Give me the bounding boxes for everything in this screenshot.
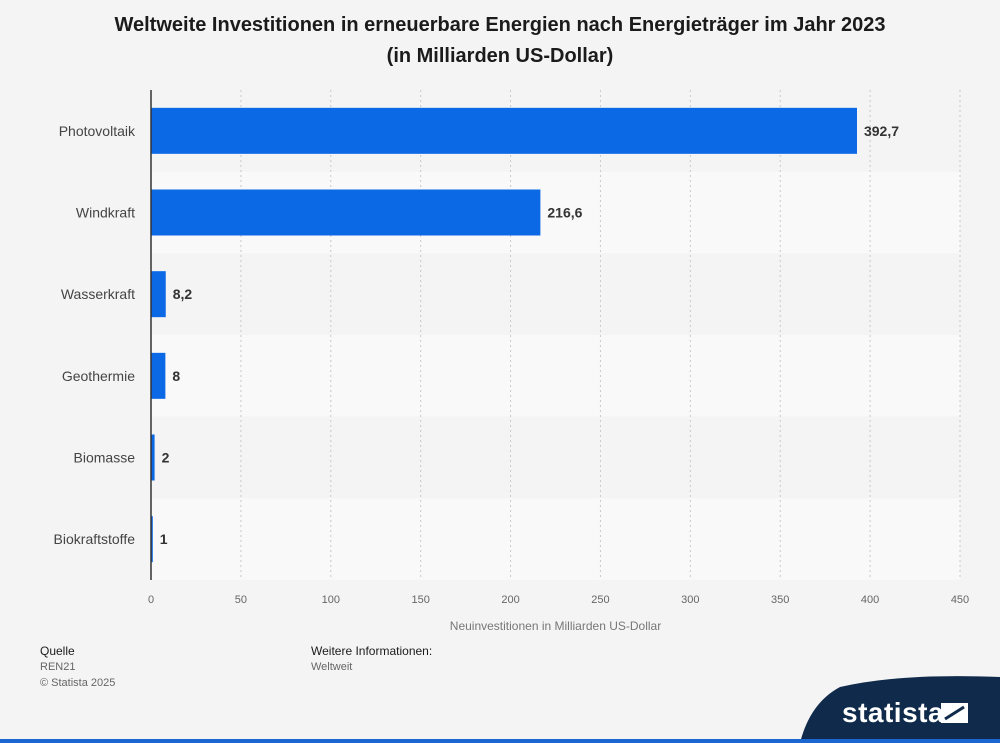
statista-brand-banner [800, 676, 1000, 743]
category-label: Windkraft [76, 205, 135, 221]
info-block: Weitere Informationen: Weltweit [311, 643, 432, 675]
bar [151, 271, 166, 318]
bar [151, 107, 857, 154]
row-band [151, 335, 960, 417]
x-tick-label: 0 [148, 594, 154, 606]
value-label: 2 [162, 450, 170, 466]
source-heading: Quelle [40, 644, 75, 658]
x-tick-label: 50 [235, 594, 247, 606]
source-text: REN21 [40, 661, 76, 673]
chart-subtitle: (in Milliarden US-Dollar) [386, 45, 614, 67]
bar [151, 434, 155, 481]
chart-title: Weltweite Investitionen in erneuerbare E… [0, 10, 1000, 72]
bar [151, 352, 166, 399]
x-tick-label: 400 [861, 594, 879, 606]
value-label: 1 [160, 531, 168, 547]
x-tick-label: 150 [411, 594, 429, 606]
value-label: 392,7 [864, 123, 899, 139]
x-tick-label: 100 [322, 594, 340, 606]
x-tick-label: 250 [591, 594, 609, 606]
row-band [151, 416, 960, 499]
category-label: Photovoltaik [59, 123, 136, 139]
category-label: Wasserkraft [61, 286, 135, 302]
value-label: 216,6 [547, 205, 582, 221]
x-tick-label: 200 [501, 594, 519, 606]
category-label: Biokraftstoffe [54, 531, 136, 547]
value-label: 8 [172, 368, 180, 384]
source-block: Quelle REN21 © Statista 2025 [40, 643, 115, 691]
x-tick-label: 450 [951, 594, 969, 606]
value-label: 8,2 [173, 286, 193, 302]
x-axis-label: Neuinvestitionen in Milliarden US-Dollar [450, 619, 661, 633]
chart-title-main: Weltweite Investitionen in erneuerbare E… [114, 14, 886, 36]
category-label: Geothermie [62, 368, 135, 384]
statista-logo-icon [941, 703, 968, 723]
row-band [151, 253, 960, 335]
info-text: Weltweit [311, 661, 353, 673]
bottom-stripe [0, 739, 1000, 743]
x-tick-label: 350 [771, 594, 789, 606]
row-band [151, 498, 960, 580]
info-heading: Weitere Informationen: [311, 644, 433, 658]
statista-logo: statista [842, 697, 945, 728]
bar [151, 516, 153, 563]
x-tick-label: 300 [681, 594, 699, 606]
bar [151, 189, 541, 236]
category-label: Biomasse [74, 450, 136, 466]
copyright-text: © Statista 2025 [40, 677, 116, 689]
